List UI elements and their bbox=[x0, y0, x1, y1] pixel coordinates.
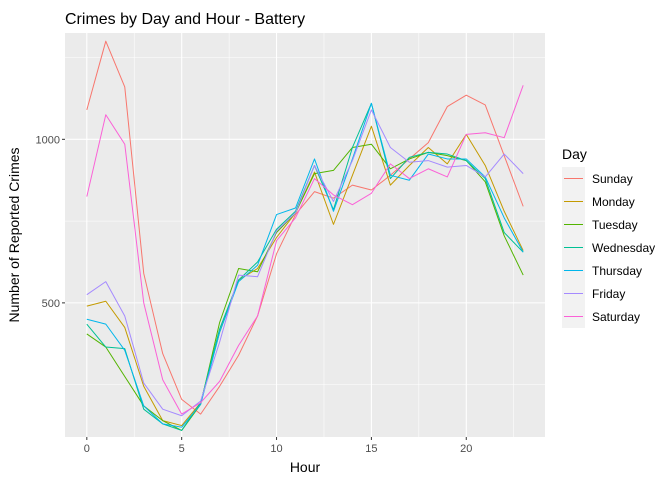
legend-label-monday: Monday bbox=[592, 195, 635, 209]
x-tick-label: 5 bbox=[179, 443, 185, 455]
series-line-tuesday bbox=[86, 143, 524, 431]
plot-panel-background bbox=[65, 33, 545, 437]
legend-label-friday: Friday bbox=[592, 287, 625, 301]
legend-items: Sunday Monday Tuesday Wednesday Thursday Frid… bbox=[562, 167, 655, 328]
x-tick-label: 10 bbox=[270, 443, 282, 455]
x-axis-ticks: 0 5 10 15 20 bbox=[84, 437, 472, 455]
major-gridlines bbox=[65, 33, 545, 437]
series-line-friday bbox=[86, 109, 524, 417]
x-tick-label: 0 bbox=[84, 443, 90, 455]
y-axis-title: Number of Reported Crimes bbox=[6, 147, 22, 322]
chart-title: Crimes by Day and Hour - Battery bbox=[65, 11, 305, 28]
plot-panel bbox=[65, 33, 545, 437]
legend-label-sunday: Sunday bbox=[592, 172, 633, 186]
series-line-thursday bbox=[86, 102, 524, 428]
x-tick-label: 15 bbox=[365, 443, 377, 455]
legend-label-thursday: Thursday bbox=[592, 264, 642, 278]
legend-label-wednesday: Wednesday bbox=[592, 241, 655, 255]
legend-title: Day bbox=[562, 146, 587, 162]
legend-label-tuesday: Tuesday bbox=[592, 218, 638, 232]
y-tick-label: 500 bbox=[42, 298, 60, 310]
series-line-saturday bbox=[86, 85, 524, 415]
y-axis-ticks: 500 1000 bbox=[36, 134, 65, 310]
legend-label-saturday: Saturday bbox=[592, 310, 640, 324]
x-tick-label: 20 bbox=[460, 443, 472, 455]
x-axis-title: Hour bbox=[290, 459, 321, 475]
series-line-sunday bbox=[86, 40, 524, 415]
y-tick-label: 1000 bbox=[36, 134, 60, 146]
legend: Day Sunday Monday Tuesday Wednesday Thursday… bbox=[562, 146, 655, 328]
series-lines bbox=[86, 40, 524, 431]
